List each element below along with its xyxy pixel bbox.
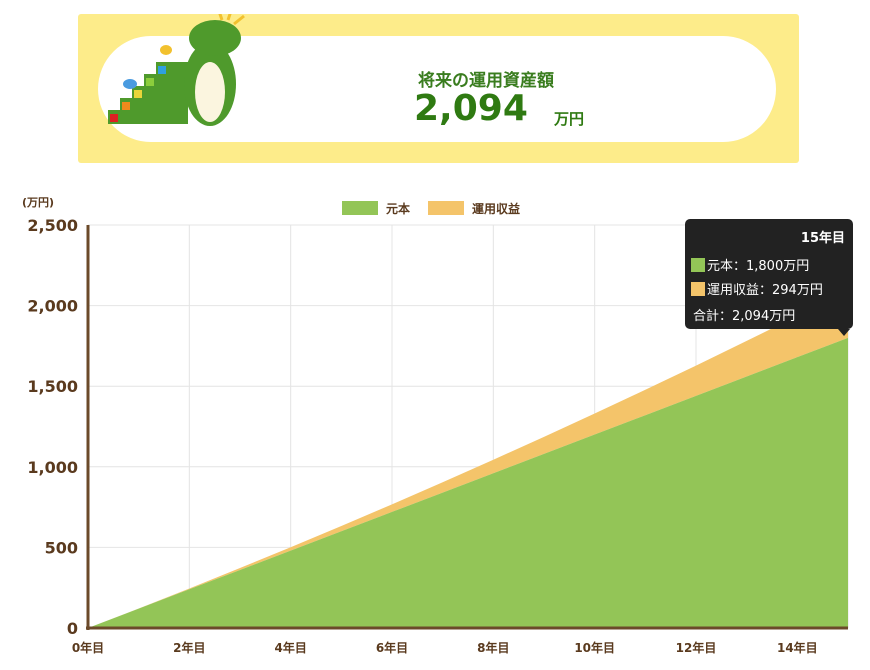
- y-axis-label: (万円): [22, 196, 54, 209]
- y-tick-label: 500: [45, 538, 78, 557]
- y-tick-label: 1,500: [27, 377, 78, 396]
- crocodile-mascot-icon: [108, 14, 245, 126]
- legend-label-0: 元本: [386, 201, 410, 216]
- principal-swatch-icon: [691, 257, 705, 272]
- x-tick-label: 2年目: [173, 640, 205, 655]
- tooltip-returns: 運用収益：294万円: [707, 283, 823, 298]
- result-amount: 2,094: [414, 88, 528, 129]
- y-tick-label: 0: [67, 619, 78, 638]
- y-tick-label: 1,000: [27, 458, 78, 477]
- result-banner: 将来の運用資産額 2,094 万円: [78, 14, 799, 163]
- y-tick-label: 2,500: [27, 216, 78, 235]
- tooltip-total: 合計：2,094万円: [693, 309, 796, 324]
- result-panel: 将来の運用資産額 2,094 万円: [98, 14, 776, 142]
- result-unit: 万円: [554, 110, 585, 128]
- x-tick-label: 12年目: [676, 640, 717, 655]
- legend-swatch-1: [428, 201, 464, 215]
- x-tick-label: 14年目: [777, 640, 818, 655]
- x-tick-label: 8年目: [477, 640, 509, 655]
- tooltip-arrow: [838, 329, 850, 336]
- x-tick-label: 10年目: [574, 640, 615, 655]
- x-tick-label: 6年目: [376, 640, 408, 655]
- legend-label-1: 運用収益: [472, 201, 520, 216]
- result-title: 将来の運用資産額: [418, 71, 554, 91]
- tooltip-principal: 元本：1,800万円: [707, 259, 810, 274]
- x-tick-label: 4年目: [274, 640, 306, 655]
- x-tick-label: 0年目: [72, 640, 104, 655]
- tooltip-title: 15年目: [800, 231, 845, 246]
- area-series-0: [88, 337, 848, 628]
- tooltip: 15年目 元本：1,800万円 運用収益：294万円 合計：2,094万円: [685, 219, 853, 329]
- legend-swatch-0: [342, 201, 378, 215]
- y-tick-label: 2,000: [27, 297, 78, 316]
- returns-swatch-icon: [691, 281, 705, 296]
